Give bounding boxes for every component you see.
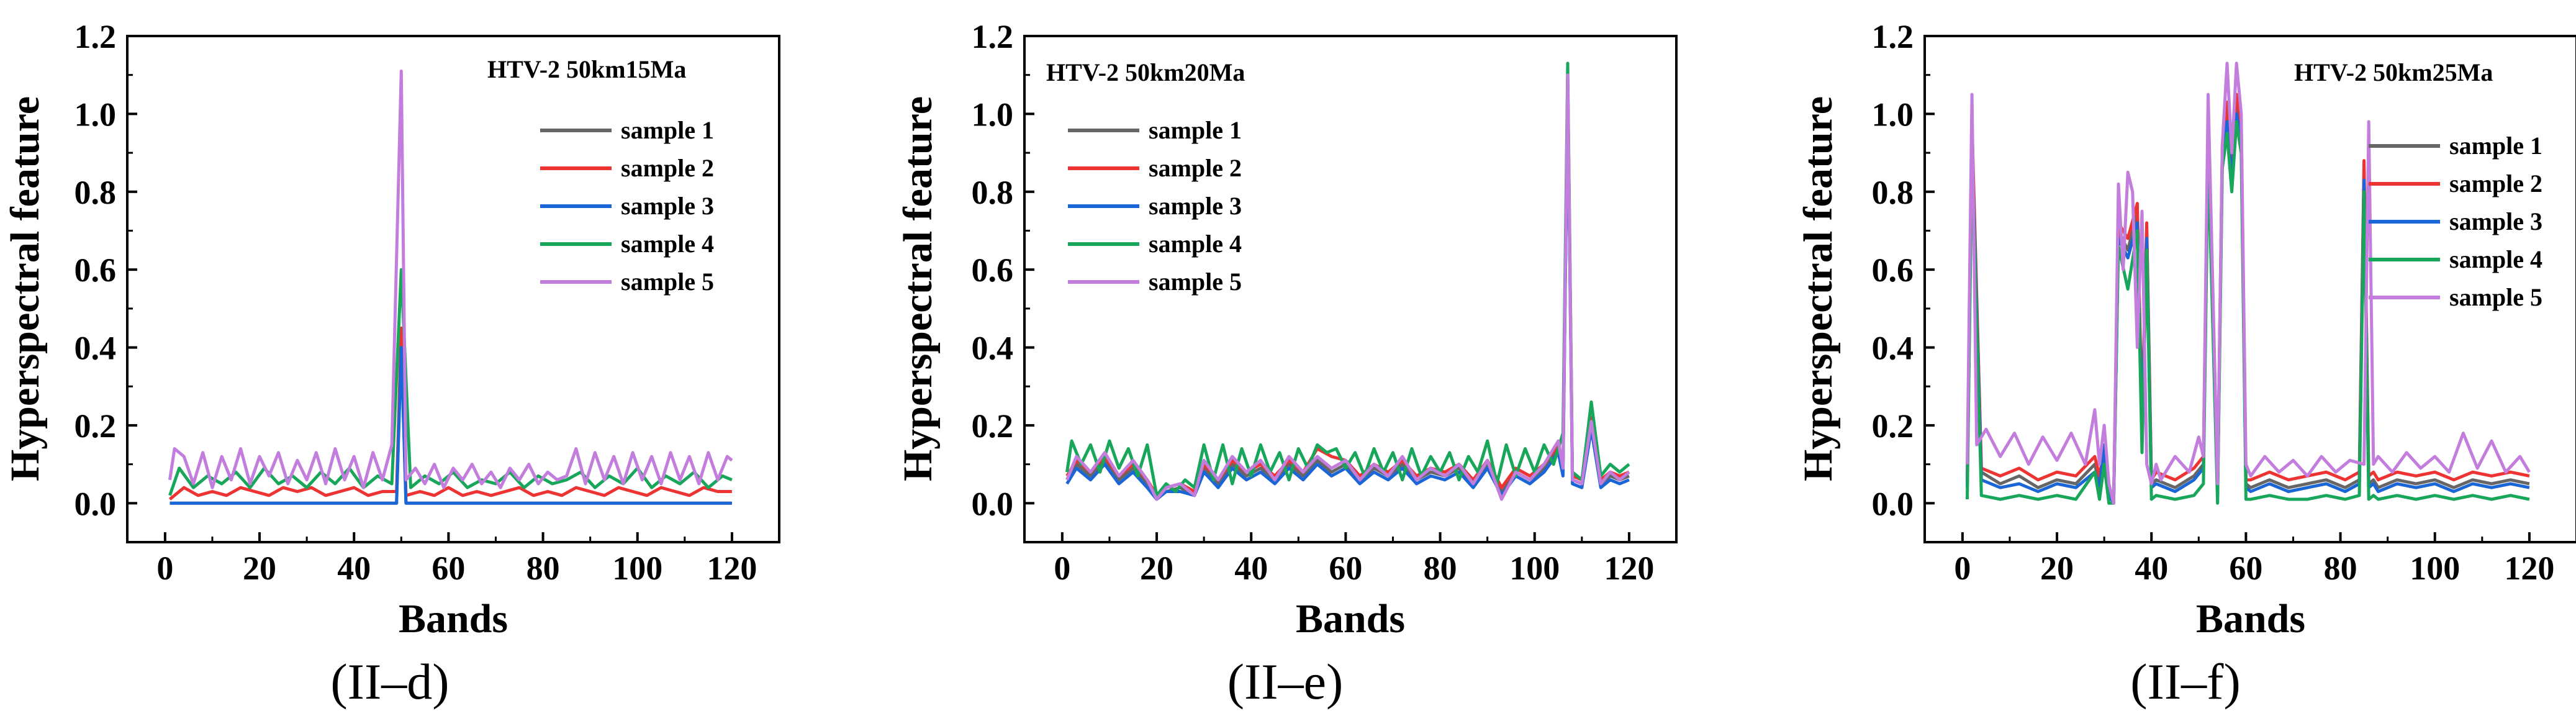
x-axis-title: Bands [2196,596,2305,642]
chart-title: HTV-2 50km20Ma [1046,58,1245,86]
x-tick-label: 40 [337,550,371,587]
x-tick-label: 20 [1140,550,1173,587]
x-tick-label: 20 [243,550,276,587]
panel-caption: (II–f) [2130,653,2241,710]
y-tick-label: 1.2 [1872,18,1914,55]
x-tick-label: 20 [2040,550,2074,587]
legend: sample 1 sample 2 sample 3 sample 4 sample 5 [1068,116,1242,296]
y-tick-label: 1.0 [75,96,117,133]
chart-panel-II-e: 0 20 40 60 80 100 120 0.0 0.2 0.4 0.6 0.8 1.0 1.2 Ban… [895,18,1678,710]
panel-caption: (II–e) [1227,653,1344,710]
series-line-sample-3 [1966,112,2530,505]
legend-label: sample 3 [621,192,714,220]
y-tick-label: 0.8 [1872,174,1914,211]
series-line-sample-2 [1966,93,2530,501]
axis-layer: 0 20 40 60 80 100 120 0.0 0.2 0.4 0.6 0.8 1.0 1.2 [75,18,757,587]
legend-label: sample 3 [1149,192,1242,220]
series-line-sample-4 [1065,61,1630,497]
axis-layer: 0 20 40 60 80 100 120 0.0 0.2 0.4 0.6 0.8 1.0 1.2 [1872,18,2555,587]
legend-label: sample 5 [1149,268,1242,296]
plot-frame [1923,35,2576,543]
series-line-sample-5 [1065,73,1630,501]
plot-frame [1023,35,1678,543]
legend: sample 1 sample 2 sample 3 sample 4 sample 5 [540,116,714,296]
y-tick-label: 1.0 [1872,96,1914,133]
x-tick-label: 60 [2229,550,2262,587]
y-tick-label: 0.6 [972,252,1014,289]
x-tick-label: 120 [2504,550,2554,587]
legend-label: sample 3 [2449,207,2542,235]
x-tick-label: 100 [1509,550,1560,587]
y-tick-label: 0.6 [75,252,117,289]
series-line-sample-1 [1966,104,2530,505]
y-tick-label: 0.2 [1872,407,1914,445]
legend-label: sample 4 [1149,230,1242,258]
legend-label: sample 2 [2449,170,2542,197]
series-line-sample-5 [1966,61,2531,505]
x-tick-label: 0 [156,550,173,587]
x-tick-label: 80 [1424,550,1457,587]
x-tick-label: 60 [432,550,465,587]
legend-label: sample 5 [621,268,714,296]
y-tick-label: 0.0 [972,485,1014,522]
x-axis-title: Bands [399,596,508,642]
y-tick-label: 1.2 [972,18,1014,55]
legend-label: sample 5 [2449,283,2542,311]
series-line-sample-5 [168,69,733,489]
legend-label: sample 4 [621,230,714,258]
y-tick-label: 0.0 [75,485,117,522]
legend-label: sample 1 [621,116,714,144]
series-line-sample-3 [169,346,732,505]
x-tick-label: 80 [526,550,560,587]
chart-panel-II-d: 0 20 40 60 80 100 120 0.0 0.2 0.4 0.6 0.8 1.0 1.2 Ban… [2,18,780,710]
x-tick-label: 60 [1329,550,1362,587]
chart-title: HTV-2 50km15Ma [487,55,686,83]
chart-panel-II-f: 0 20 40 60 80 100 120 0.0 0.2 0.4 0.6 0.8 1.0 1.2 Ban… [1796,18,2576,710]
x-tick-label: 40 [2135,550,2168,587]
y-tick-label: 0.6 [1872,252,1914,289]
y-tick-label: 0.2 [75,407,117,445]
series-line-sample-1 [169,338,732,505]
y-tick-label: 0.4 [75,330,117,367]
legend-label: sample 2 [1149,154,1242,182]
legend-label: sample 4 [2449,245,2542,273]
series-layer [1065,61,1630,501]
x-axis-title: Bands [1296,596,1405,642]
y-axis-title: Hyperspectral feature [895,96,941,481]
panel-caption: (II–d) [330,653,449,710]
x-tick-label: 100 [2410,550,2460,587]
chart-title: HTV-2 50km25Ma [2294,58,2493,86]
y-axis-title: Hyperspectral feature [1796,96,1841,481]
x-tick-label: 0 [1054,550,1070,587]
series-layer [168,69,733,505]
legend: sample 1 sample 2 sample 3 sample 4 sample 5 [2369,132,2542,311]
legend-label: sample 1 [2449,132,2542,160]
y-tick-label: 0.4 [972,330,1014,367]
legend-label: sample 1 [1149,116,1242,144]
y-axis-title: Hyperspectral feature [2,96,48,481]
x-tick-label: 120 [707,550,757,587]
y-tick-label: 1.0 [972,96,1014,133]
y-tick-label: 0.0 [1872,485,1914,522]
x-tick-label: 0 [1954,550,1971,587]
y-tick-label: 0.2 [972,407,1014,445]
plot-frame [126,35,780,543]
y-tick-label: 0.4 [1872,330,1914,367]
x-tick-label: 100 [612,550,662,587]
axis-layer: 0 20 40 60 80 100 120 0.0 0.2 0.4 0.6 0.8 1.0 1.2 [972,18,1655,587]
y-tick-label: 0.8 [972,174,1014,211]
x-tick-label: 80 [2324,550,2357,587]
y-tick-label: 1.2 [75,18,117,55]
series-line-sample-4 [168,268,733,496]
x-tick-label: 40 [1234,550,1268,587]
series-layer [1966,61,2531,505]
series-line-sample-2 [168,326,732,501]
y-tick-label: 0.8 [75,174,117,211]
series-line-sample-4 [1966,120,2530,505]
legend-label: sample 2 [621,154,714,182]
x-tick-label: 120 [1604,550,1654,587]
